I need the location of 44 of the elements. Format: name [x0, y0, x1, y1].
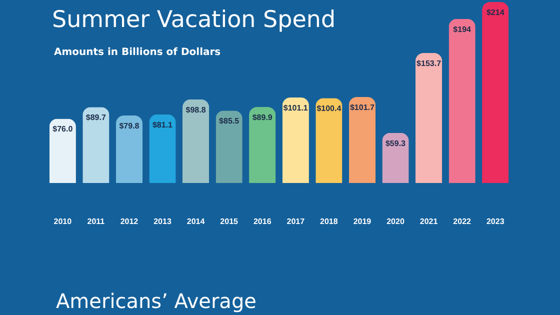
x-tick-label: 2018: [320, 217, 338, 226]
bar: [249, 106, 276, 183]
x-tick-label: 2012: [120, 217, 139, 226]
data-label: $81.1: [152, 120, 174, 130]
bar: [182, 99, 210, 183]
data-label: $79.8: [119, 122, 140, 131]
x-tick-label: 2022: [453, 217, 472, 226]
x-tick-label: 2021: [420, 217, 438, 226]
data-label: $89.7: [86, 113, 106, 122]
data-label: $214: [486, 8, 505, 17]
data-label: $194: [453, 24, 472, 34]
data-label: $101.7: [350, 102, 375, 112]
bar: [482, 2, 509, 183]
bar: [149, 114, 176, 183]
bar: [316, 98, 342, 183]
data-label: $153.7: [416, 59, 442, 68]
data-label: $59.3: [385, 138, 406, 148]
data-label: $101.1: [283, 103, 308, 112]
text: Amounts in Billions of Dollars: [54, 47, 221, 58]
bar: [348, 96, 376, 183]
x-tick-label: 2013: [154, 217, 172, 226]
x-tick-label: 2015: [220, 217, 239, 226]
chart-title: Summer Vacation Spend: [52, 7, 336, 33]
bar: [49, 118, 76, 183]
bar: [216, 110, 242, 183]
bar: [282, 97, 309, 183]
x-tick-label: 2019: [353, 217, 372, 226]
text: Americans’ Average: [56, 289, 256, 313]
data-label: $89.9: [252, 112, 273, 122]
data-label: $76.0: [52, 124, 74, 134]
x-tick-label: 2020: [386, 217, 405, 226]
x-tick-label: 2010: [54, 217, 72, 226]
data-label: $85.5: [219, 116, 240, 126]
bar: [116, 116, 143, 183]
bar: [82, 107, 110, 183]
x-tick-label: 2011: [87, 217, 106, 226]
bar: [415, 53, 442, 183]
data-label: $100.4: [316, 104, 342, 114]
x-tick-label: 2023: [486, 217, 505, 226]
x-tick-label: 2016: [253, 217, 272, 226]
bar: [448, 18, 476, 183]
data-label: $98.8: [186, 105, 206, 114]
x-tick-label: 2014: [186, 217, 206, 226]
x-tick-label: 2017: [286, 217, 306, 226]
